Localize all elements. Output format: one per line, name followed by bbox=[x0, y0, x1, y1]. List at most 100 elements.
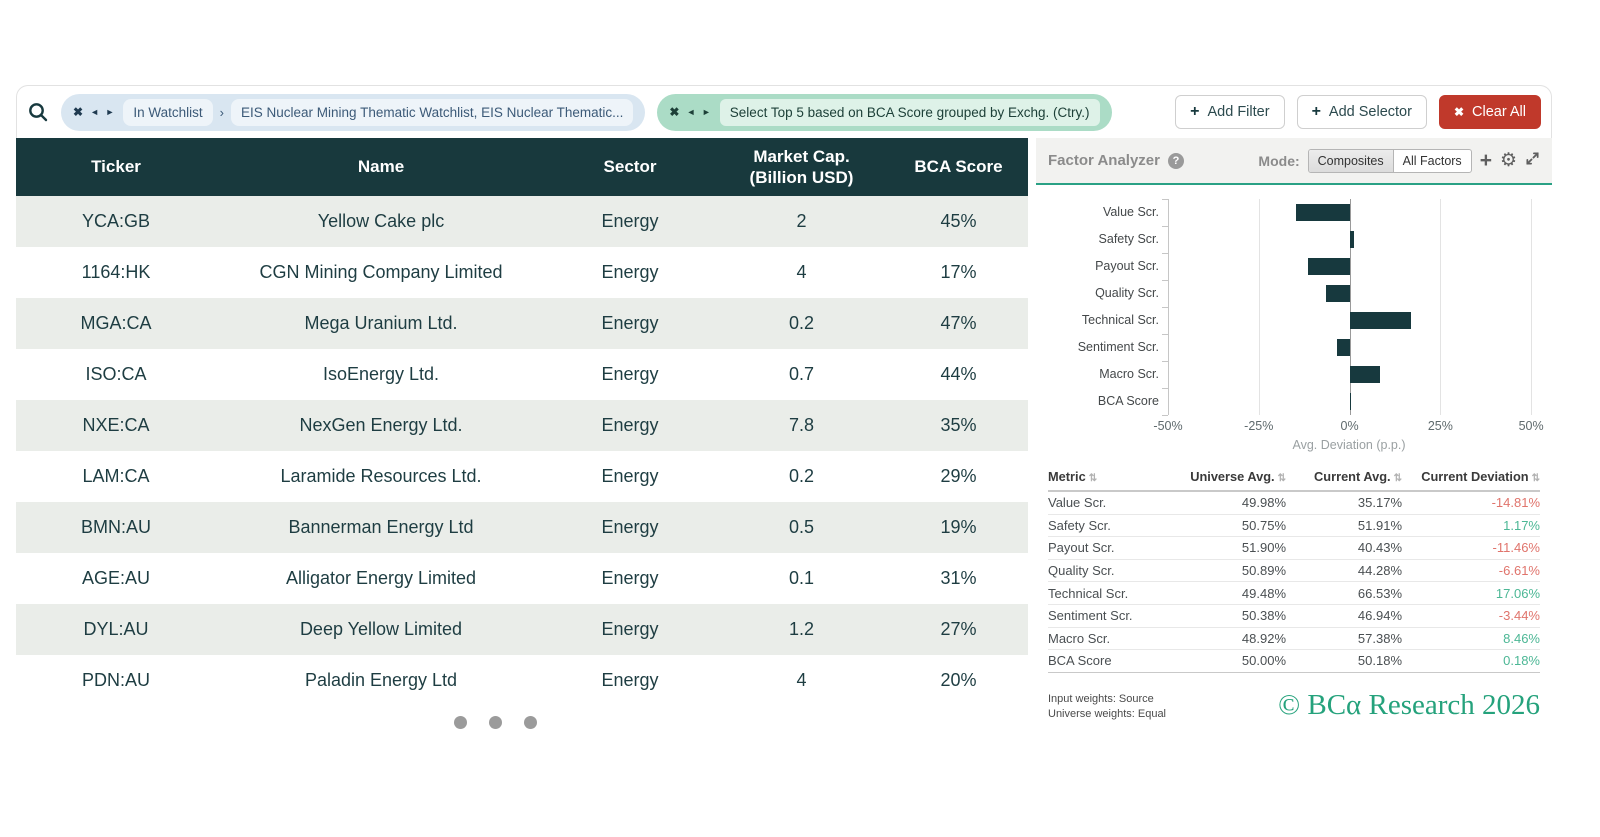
chart-category-label: Safety Scr. bbox=[1098, 232, 1159, 246]
metrics-cell: 51.91% bbox=[1357, 517, 1402, 533]
add-filter-button[interactable]: + Add Filter bbox=[1175, 95, 1285, 129]
chart-bar[interactable] bbox=[1325, 285, 1350, 302]
help-icon[interactable]: ? bbox=[1167, 152, 1184, 169]
y-axis-tick bbox=[1162, 334, 1168, 335]
filter-nav-arrows-icon[interactable]: ◄ ► bbox=[90, 107, 117, 117]
table-cell: Energy bbox=[601, 262, 659, 282]
table-cell: 4 bbox=[796, 670, 807, 690]
remove-selector-icon[interactable]: ✖ bbox=[669, 105, 680, 119]
pagination-dot[interactable] bbox=[453, 716, 467, 729]
watchlist-filter-chip[interactable]: ✖ ◄ ► In Watchlist › EIS Nuclear Mining … bbox=[61, 93, 646, 131]
pagination-dot[interactable] bbox=[523, 716, 537, 729]
table-cell: Energy bbox=[601, 364, 659, 384]
chart-bar[interactable] bbox=[1349, 393, 1351, 410]
chart-gridline bbox=[1258, 199, 1260, 415]
chart-bar-row bbox=[1168, 280, 1542, 307]
filter-value[interactable]: EIS Nuclear Mining Thematic Watchlist, E… bbox=[231, 98, 634, 126]
table-row[interactable]: MGA:CA Mega Uranium Ltd. Energy 0.2 47% bbox=[16, 298, 1028, 349]
metrics-cell: 0.18% bbox=[1503, 653, 1540, 669]
metrics-cell: 50.89% bbox=[1241, 563, 1286, 579]
metrics-row: Sentiment Scr. 50.38% 46.94% -3.44% bbox=[1048, 605, 1540, 628]
mode-option-all-factors[interactable]: All Factors bbox=[1402, 153, 1462, 168]
sort-icon[interactable]: ⇅ bbox=[1277, 473, 1286, 484]
add-selector-button[interactable]: + Add Selector bbox=[1296, 95, 1427, 129]
table-row[interactable]: PDN:AU Paladin Energy Ltd Energy 4 20% bbox=[16, 655, 1028, 706]
table-cell: 4 bbox=[796, 262, 807, 282]
column-header[interactable]: Name bbox=[357, 157, 405, 177]
chevron-separator: › bbox=[219, 104, 225, 120]
sort-icon[interactable]: ⇅ bbox=[1393, 473, 1402, 484]
chart-bar[interactable] bbox=[1307, 258, 1350, 275]
metrics-table-header: Metric ⇅ Universe Avg. ⇅ Current Avg. ⇅ Curren… bbox=[1048, 466, 1540, 492]
table-cell: ISO:CA bbox=[85, 364, 147, 384]
metrics-column-header[interactable]: Current Deviation ⇅ bbox=[1421, 469, 1540, 484]
table-row[interactable]: DYL:AU Deep Yellow Limited Energy 1.2 27% bbox=[16, 604, 1028, 655]
chart-bar[interactable] bbox=[1349, 366, 1381, 383]
metrics-cell: 46.94% bbox=[1357, 608, 1402, 624]
clear-all-label: Clear All bbox=[1472, 104, 1526, 120]
metrics-row: Payout Scr. 51.90% 40.43% -11.46% bbox=[1048, 537, 1540, 560]
table-cell: 29% bbox=[940, 466, 977, 486]
chart-category-label: Technical Scr. bbox=[1081, 313, 1159, 327]
metrics-table: Metric ⇅ Universe Avg. ⇅ Current Avg. ⇅ Curren… bbox=[1048, 466, 1540, 673]
table-row[interactable]: 1164:HK CGN Mining Company Limited Energy 4… bbox=[16, 247, 1028, 298]
expand-icon[interactable] bbox=[1525, 151, 1540, 170]
table-cell: Bannerman Energy Ltd bbox=[288, 517, 474, 537]
metrics-column-header[interactable]: Current Avg. ⇅ bbox=[1314, 469, 1402, 484]
metrics-row: BCA Score 50.00% 50.18% 0.18% bbox=[1048, 650, 1540, 673]
selector-chip[interactable]: ✖ ◄ ► Select Top 5 based on BCA Score gr… bbox=[657, 93, 1112, 131]
search-icon[interactable] bbox=[27, 101, 49, 123]
plus-icon: + bbox=[1311, 103, 1321, 120]
table-cell: 0.7 bbox=[788, 364, 815, 384]
metrics-table-body: Value Scr. 49.98% 35.17% -14.81% Safety Scr.… bbox=[1048, 492, 1540, 673]
pagination-dot[interactable] bbox=[488, 716, 502, 729]
table-row[interactable]: YCA:GB Yellow Cake plc Energy 2 45% bbox=[16, 196, 1028, 247]
chart-bar[interactable] bbox=[1337, 339, 1350, 356]
y-axis-tick bbox=[1162, 199, 1168, 200]
metrics-row: Technical Scr. 49.48% 66.53% 17.06% bbox=[1048, 582, 1540, 605]
clear-all-button[interactable]: ✖ Clear All bbox=[1438, 95, 1541, 129]
table-cell: PDN:AU bbox=[81, 670, 150, 690]
table-cell: Energy bbox=[601, 517, 659, 537]
table-cell: NXE:CA bbox=[82, 415, 150, 435]
bca-research-logo: © BCα Research 2026 bbox=[1278, 688, 1540, 721]
table-cell: 44% bbox=[940, 364, 977, 384]
chart-bar[interactable] bbox=[1295, 204, 1350, 221]
column-header[interactable]: Market Cap. (Billion USD) bbox=[749, 146, 854, 187]
metrics-cell: 49.48% bbox=[1241, 585, 1286, 601]
table-row[interactable]: LAM:CA Laramide Resources Ltd. Energy 0.2 29… bbox=[16, 451, 1028, 502]
filter-field-label[interactable]: In Watchlist bbox=[123, 98, 213, 126]
chart-x-axis: -50% -25% 0% 25% 50% bbox=[1153, 419, 1543, 437]
metrics-column-header[interactable]: Metric ⇅ bbox=[1048, 469, 1098, 484]
mode-option-composites[interactable]: Composites bbox=[1308, 149, 1394, 172]
table-cell: IsoEnergy Ltd. bbox=[322, 364, 440, 384]
selector-value[interactable]: Select Top 5 based on BCA Score grouped … bbox=[719, 98, 1100, 126]
sort-icon[interactable]: ⇅ bbox=[1088, 473, 1098, 484]
add-panel-icon[interactable]: + bbox=[1479, 149, 1492, 172]
selector-nav-arrows-icon[interactable]: ◄ ► bbox=[686, 107, 713, 117]
column-header[interactable]: Sector bbox=[603, 157, 657, 177]
table-row[interactable]: AGE:AU Alligator Energy Limited Energy 0.1 3… bbox=[16, 553, 1028, 604]
remove-filter-icon[interactable]: ✖ bbox=[73, 105, 84, 119]
sort-icon[interactable]: ⇅ bbox=[1531, 473, 1540, 484]
table-cell: BMN:AU bbox=[80, 517, 151, 537]
add-filter-label: Add Filter bbox=[1207, 104, 1270, 120]
column-header[interactable]: BCA Score bbox=[914, 157, 1003, 177]
metrics-column-header[interactable]: Universe Avg. ⇅ bbox=[1190, 469, 1286, 484]
table-row[interactable]: BMN:AU Bannerman Energy Ltd Energy 0.5 19% bbox=[16, 502, 1028, 553]
metrics-cell: 17.06% bbox=[1495, 585, 1540, 601]
table-row[interactable]: ISO:CA IsoEnergy Ltd. Energy 0.7 44% bbox=[16, 349, 1028, 400]
metrics-cell: -6.61% bbox=[1498, 563, 1540, 579]
y-axis-tick bbox=[1162, 415, 1168, 416]
table-row[interactable]: NXE:CA NexGen Energy Ltd. Energy 7.8 35% bbox=[16, 400, 1028, 451]
mode-toggle: Composites All Factors bbox=[1307, 148, 1472, 173]
table-cell: 45% bbox=[940, 211, 977, 231]
chart-bar[interactable] bbox=[1349, 231, 1354, 248]
metrics-cell: Payout Scr. bbox=[1048, 540, 1115, 556]
column-header[interactable]: Ticker bbox=[91, 157, 141, 177]
chart-bar[interactable] bbox=[1349, 312, 1412, 329]
chart-category-label: Sentiment Scr. bbox=[1077, 340, 1159, 354]
chart-bar-row bbox=[1168, 361, 1542, 388]
gear-icon[interactable]: ⚙ bbox=[1499, 150, 1517, 171]
table-cell: Alligator Energy Limited bbox=[285, 568, 477, 588]
